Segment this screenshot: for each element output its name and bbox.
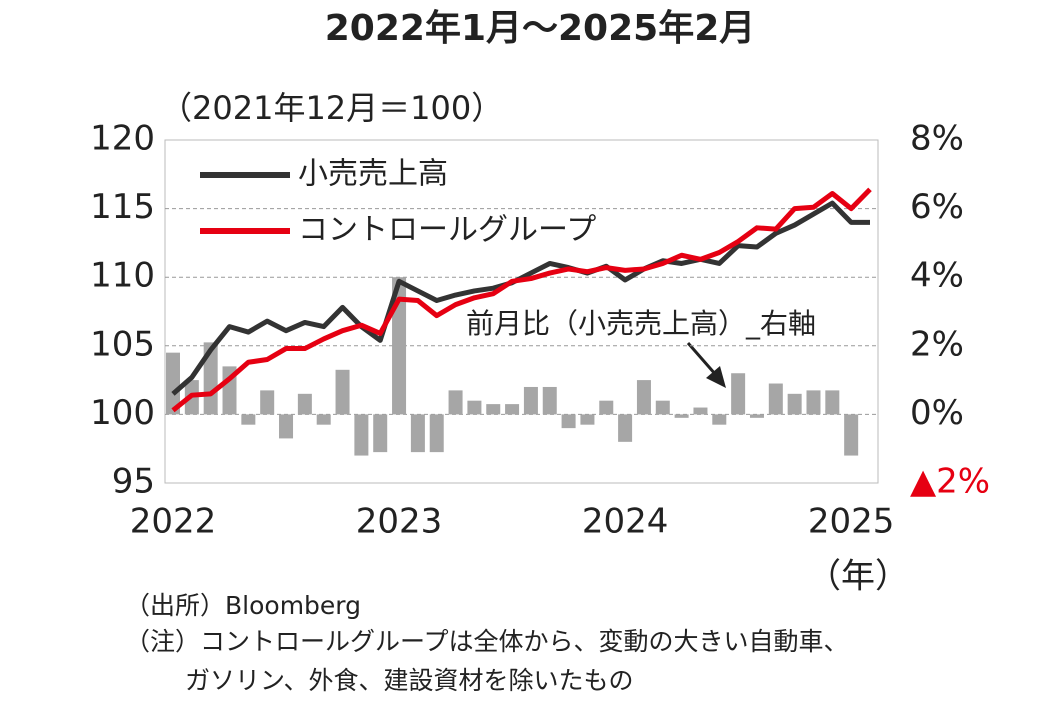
bar	[636, 380, 651, 415]
note: ガソリン、外食、建設資材を除いたもの	[185, 666, 634, 695]
x-tick-label: 2025	[808, 502, 895, 542]
bar	[260, 390, 275, 415]
bar	[844, 414, 859, 456]
bar	[354, 414, 369, 456]
bar	[787, 393, 802, 415]
bar	[618, 414, 633, 442]
y-tick-label: 100	[90, 393, 155, 433]
source-note: （出所）Bloomberg	[125, 591, 361, 620]
bar	[297, 393, 312, 415]
y2-tick-label: ▲2%	[910, 462, 990, 502]
y2-tick-label: 4%	[910, 256, 964, 296]
bar	[580, 414, 595, 425]
legend-label: コントロールグループ	[298, 213, 596, 248]
arrow	[686, 342, 718, 376]
annotation: 前月比（小売売上高）_右軸	[466, 307, 816, 340]
legend-label: 小売売上高	[298, 157, 448, 192]
bar	[599, 400, 614, 415]
y-tick-label: 115	[90, 187, 155, 227]
bar	[279, 414, 294, 439]
bar	[825, 390, 840, 415]
plot-area	[164, 139, 879, 484]
bar	[373, 414, 388, 453]
bar	[392, 277, 407, 415]
y-tick-label: 105	[90, 324, 155, 364]
chart-title: 2022年1月～2025年2月	[325, 8, 756, 49]
line	[171, 187, 872, 413]
note: （注）コントロールグループは全体から、変動の大きい自動車、	[125, 627, 849, 656]
bar	[542, 386, 557, 415]
bar	[731, 373, 746, 415]
y-axis-label: （2021年12月＝100）	[160, 89, 503, 127]
arrow-head	[706, 366, 726, 388]
bar	[166, 352, 180, 415]
bar	[674, 414, 689, 418]
bar	[505, 404, 520, 415]
bar	[768, 383, 783, 415]
x-axis-label: （年）	[807, 557, 909, 597]
bar	[448, 390, 463, 415]
bar	[241, 414, 256, 425]
y-tick-label: 110	[90, 256, 155, 296]
bar	[712, 414, 727, 425]
x-tick-label: 2023	[356, 502, 443, 542]
x-tick-label: 2022	[130, 502, 217, 542]
bar	[523, 386, 538, 415]
bar	[693, 407, 708, 415]
y2-tick-label: 6%	[910, 187, 964, 227]
y-tick-label: 120	[90, 119, 155, 159]
bar	[410, 414, 425, 453]
bar	[486, 404, 501, 415]
bar	[561, 414, 576, 429]
x-tick-label: 2024	[582, 502, 669, 542]
y2-tick-label: 0%	[910, 393, 964, 433]
bar	[749, 414, 764, 418]
bar	[316, 414, 331, 425]
bar	[467, 400, 482, 415]
bar	[655, 400, 670, 415]
bar	[429, 414, 444, 453]
bar	[335, 369, 350, 415]
bar	[806, 390, 821, 415]
y2-tick-label: 2%	[910, 324, 964, 364]
y2-tick-label: 8%	[910, 119, 964, 159]
y-tick-label: 95	[112, 462, 155, 502]
